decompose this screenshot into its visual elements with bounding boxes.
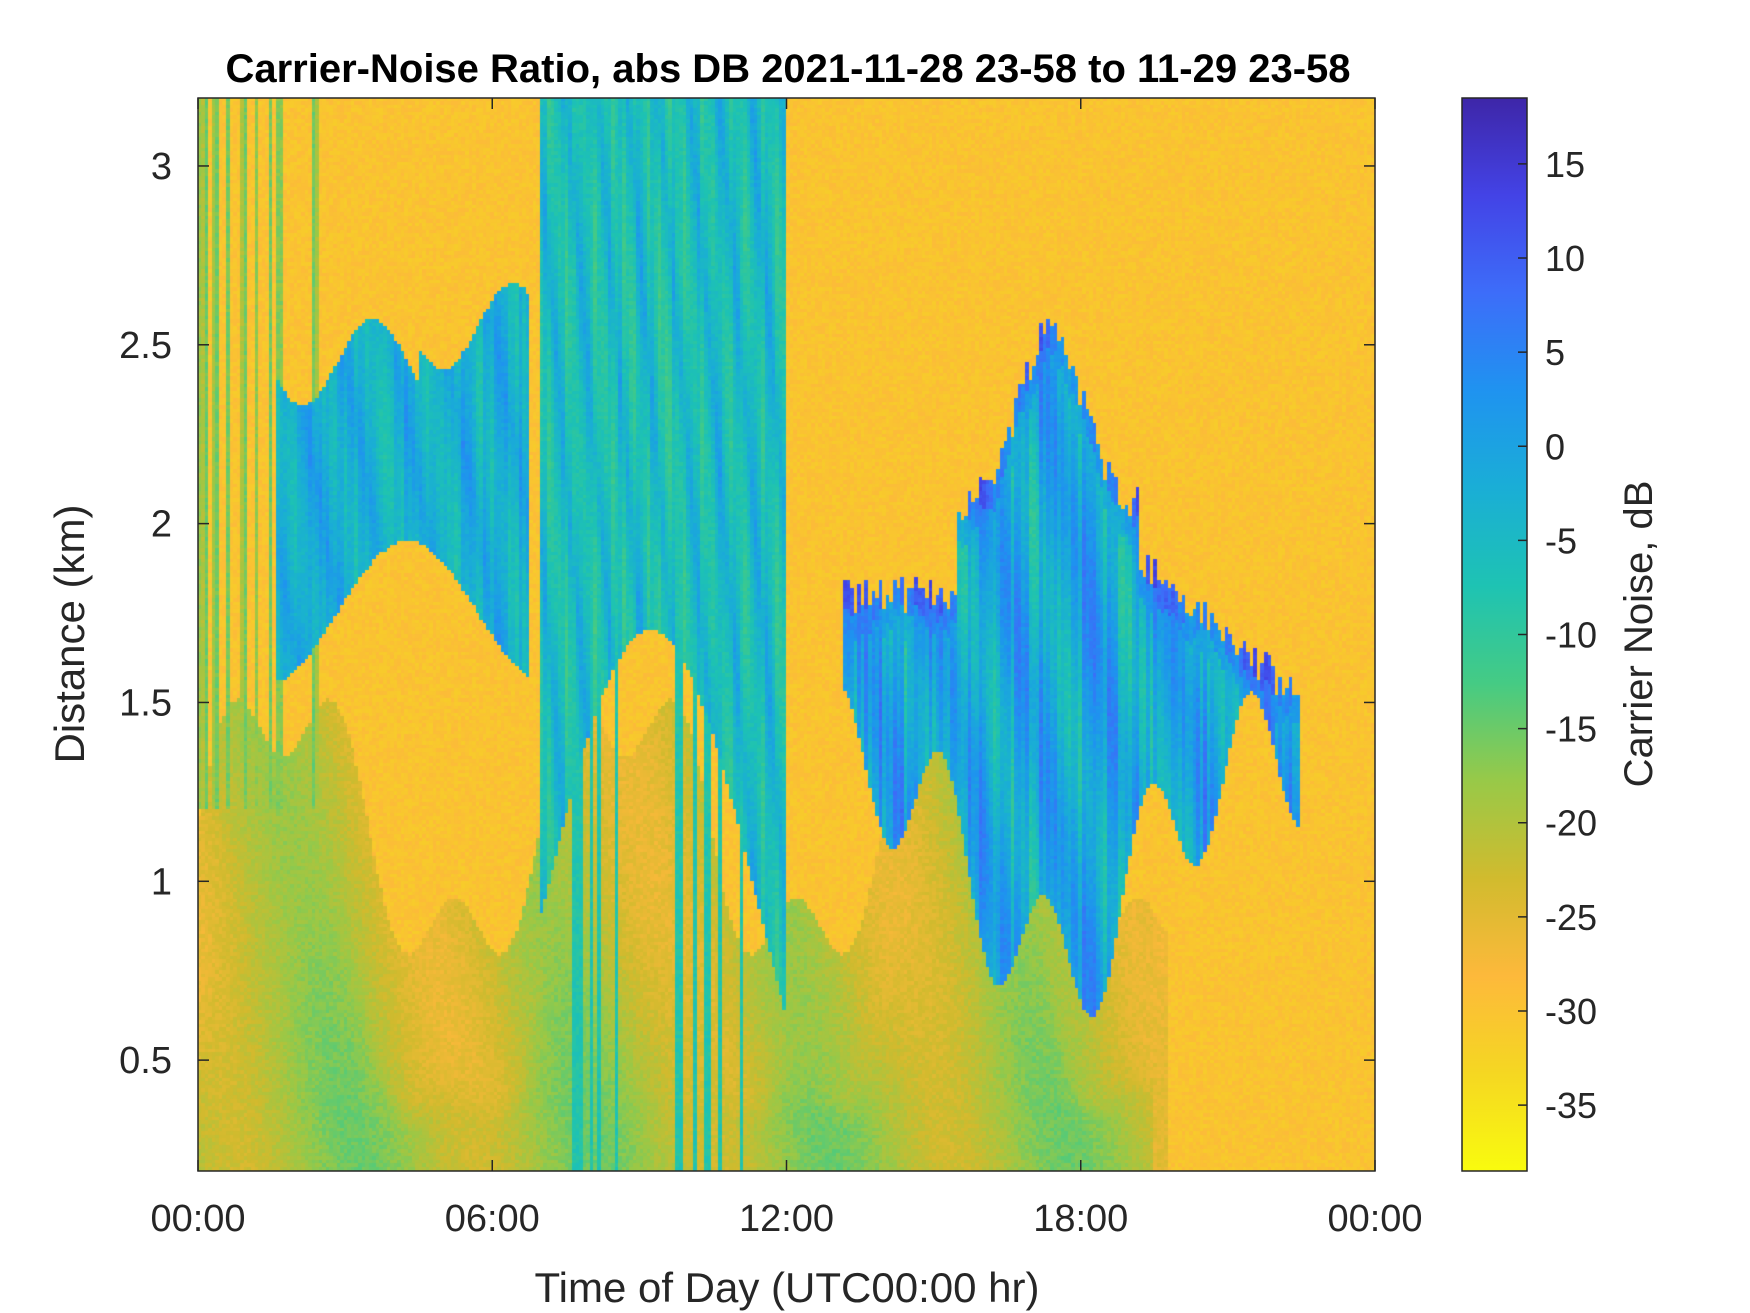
colorbar-tick-label: 5 (1545, 332, 1565, 373)
x-tick-label: 12:00 (739, 1198, 834, 1240)
colorbar-tick-label: -5 (1545, 520, 1577, 561)
y-tick-label: 2 (151, 504, 172, 546)
y-tick-label: 3 (151, 146, 172, 188)
colorbar-tick-label: -30 (1545, 991, 1597, 1032)
heatmap-image (198, 98, 1375, 1171)
x-tick-label: 00:00 (150, 1198, 245, 1240)
y-axis: 0.5 1 1.5 2 2.5 3 (119, 146, 1375, 1082)
colorbar-tick-label: -10 (1545, 615, 1597, 656)
y-axis-label: Distance (km) (46, 504, 93, 763)
colorbar-tick-label: -15 (1545, 709, 1597, 750)
colorbar-tick-label: 0 (1545, 426, 1565, 467)
x-axis-label: Time of Day (UTC00:00 hr) (535, 1264, 1040, 1311)
chart-title: Carrier-Noise Ratio, abs DB 2021-11-28 2… (225, 47, 1350, 91)
x-axis: 00:00 06:00 12:00 18:00 00:00 (150, 98, 1423, 1240)
y-tick-label: 1 (151, 861, 172, 903)
colorbar-label: Carrier Noise, dB (1617, 481, 1661, 788)
colorbar-axis: 15 10 5 0 -5 -10 -15 -20 -25 -30 -35 (1518, 144, 1597, 1126)
x-tick-label: 18:00 (1033, 1198, 1128, 1240)
colorbar (1461, 97, 1528, 1172)
y-tick-label: 2.5 (119, 325, 172, 367)
colorbar-tick-label: 15 (1545, 144, 1585, 185)
y-tick-label: 1.5 (119, 682, 172, 724)
colorbar-tick-label: -25 (1545, 897, 1597, 938)
y-tick-label: 0.5 (119, 1040, 172, 1082)
colorbar-tick-label: -20 (1545, 803, 1597, 844)
colorbar-tick-label: 10 (1545, 238, 1585, 279)
x-tick-label: 06:00 (445, 1198, 540, 1240)
x-tick-label: 00:00 (1327, 1198, 1422, 1240)
colorbar-tick-label: -35 (1545, 1085, 1597, 1126)
